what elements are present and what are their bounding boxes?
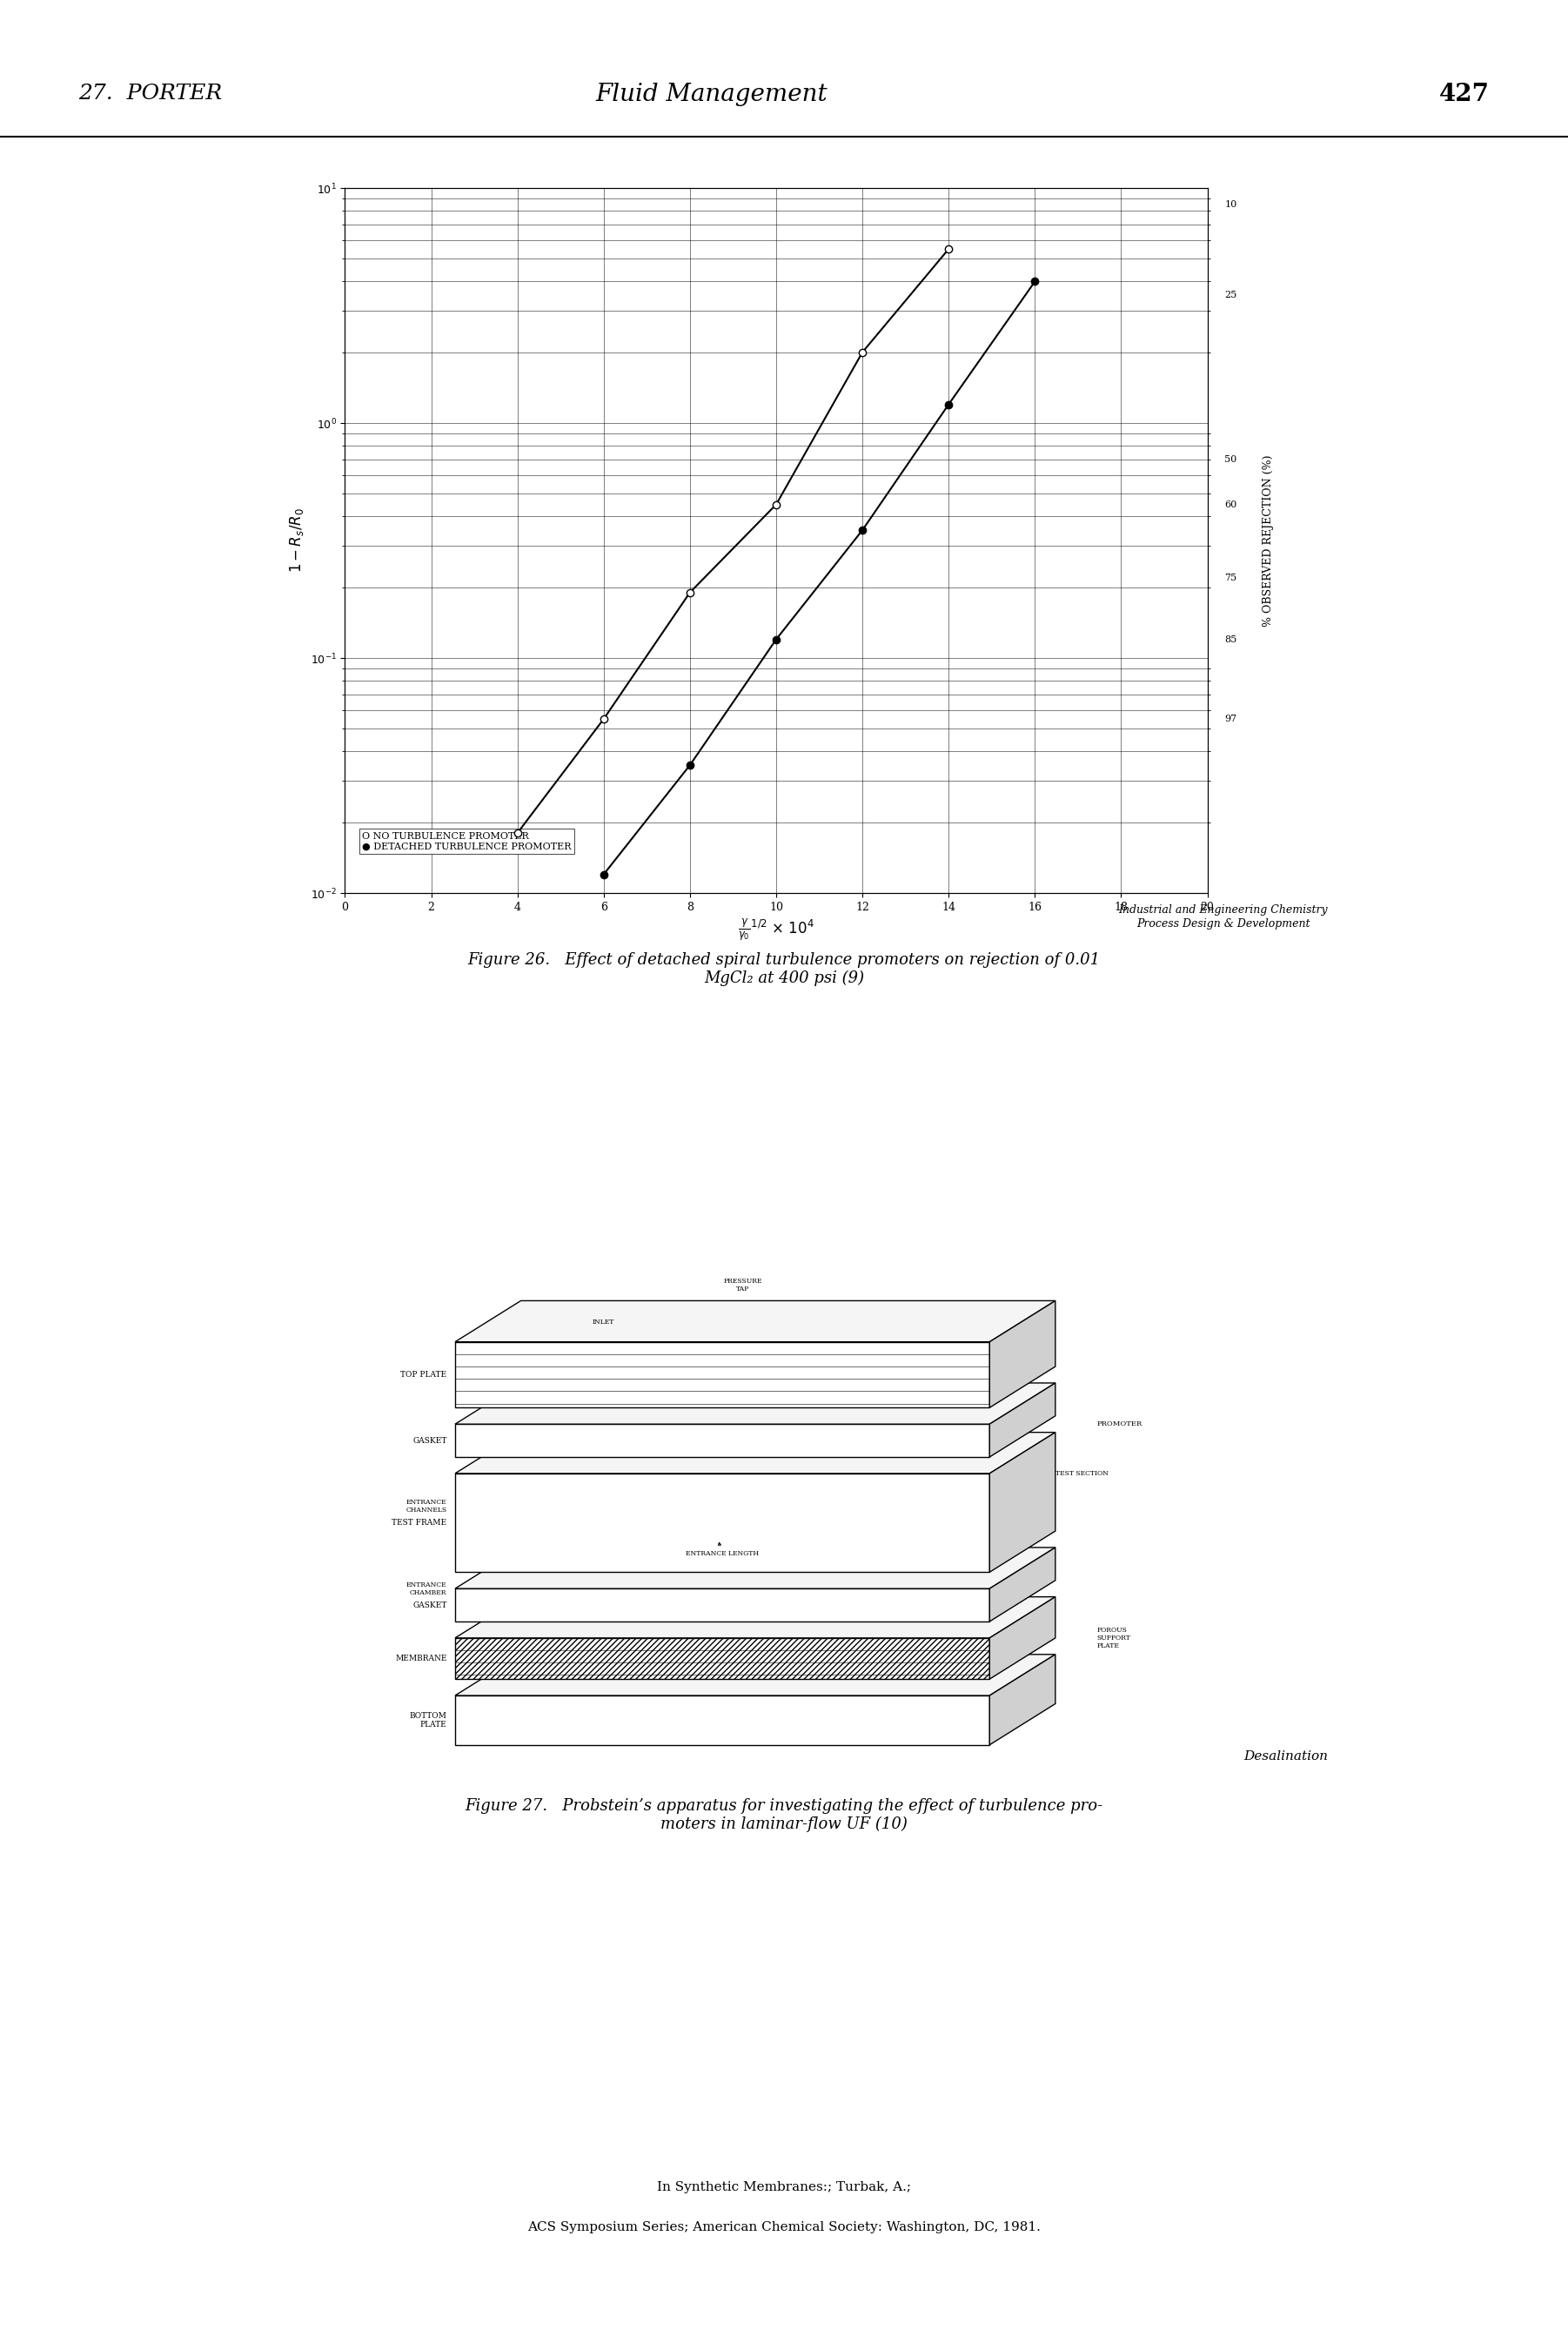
- Text: 25: 25: [1225, 291, 1237, 298]
- Y-axis label: $1 - R_s/R_0$: $1 - R_s/R_0$: [289, 508, 306, 573]
- Text: 427: 427: [1439, 82, 1490, 106]
- Text: BOTTOM
PLATE: BOTTOM PLATE: [409, 1711, 447, 1730]
- Text: 85: 85: [1225, 634, 1237, 644]
- Polygon shape: [455, 1424, 989, 1457]
- Polygon shape: [455, 1342, 989, 1408]
- Text: ENTRANCE
CHAMBER: ENTRANCE CHAMBER: [406, 1582, 447, 1596]
- Text: ENTRANCE
CHANNELS: ENTRANCE CHANNELS: [406, 1499, 447, 1513]
- Polygon shape: [455, 1549, 1055, 1589]
- Text: Figure 27.   Probstein’s apparatus for investigating the effect of turbulence pr: Figure 27. Probstein’s apparatus for inv…: [466, 1798, 1102, 1831]
- Polygon shape: [989, 1434, 1055, 1572]
- Text: 97: 97: [1225, 714, 1237, 724]
- Polygon shape: [455, 1382, 1055, 1424]
- Text: 10: 10: [1225, 200, 1237, 209]
- Text: 50: 50: [1225, 456, 1237, 463]
- Text: 75: 75: [1225, 573, 1237, 583]
- Text: GASKET: GASKET: [412, 1436, 447, 1445]
- Polygon shape: [455, 1598, 1055, 1638]
- Polygon shape: [989, 1654, 1055, 1744]
- Text: INLET: INLET: [593, 1318, 615, 1325]
- Y-axis label: % OBSERVED REJECTION (%): % OBSERVED REJECTION (%): [1262, 454, 1273, 627]
- Text: GASKET: GASKET: [412, 1600, 447, 1610]
- Text: ACS Symposium Series; American Chemical Society: Washington, DC, 1981.: ACS Symposium Series; American Chemical …: [527, 2221, 1041, 2232]
- Polygon shape: [455, 1300, 1055, 1342]
- Text: POROUS
SUPPORT
PLATE: POROUS SUPPORT PLATE: [1096, 1626, 1131, 1650]
- Text: O NO TURBULENCE PROMOTER
● DETACHED TURBULENCE PROMOTER: O NO TURBULENCE PROMOTER ● DETACHED TURB…: [362, 832, 571, 851]
- Text: In Synthetic Membranes:; Turbak, A.;: In Synthetic Membranes:; Turbak, A.;: [657, 2181, 911, 2193]
- Text: Industrial and Engineering Chemistry
Process Design & Development: Industrial and Engineering Chemistry Pro…: [1118, 905, 1328, 928]
- Text: Desalination: Desalination: [1243, 1751, 1328, 1762]
- Polygon shape: [455, 1589, 989, 1621]
- X-axis label: $\frac{\gamma}{\gamma_0}^{1/2}$ $\times$ $10^4$: $\frac{\gamma}{\gamma_0}^{1/2}$ $\times$…: [739, 916, 814, 942]
- Text: 27.  PORTER: 27. PORTER: [78, 85, 223, 103]
- Text: PRESSURE
TAP: PRESSURE TAP: [723, 1278, 762, 1293]
- Polygon shape: [989, 1549, 1055, 1622]
- Polygon shape: [989, 1598, 1055, 1678]
- Polygon shape: [989, 1382, 1055, 1457]
- Text: 60: 60: [1225, 501, 1237, 510]
- Text: ENTRANCE LENGTH: ENTRANCE LENGTH: [685, 1542, 759, 1558]
- Polygon shape: [455, 1697, 989, 1744]
- Text: Figure 26.   Effect of detached spiral turbulence promoters on rejection of 0.01: Figure 26. Effect of detached spiral tur…: [467, 952, 1101, 985]
- Text: Fluid Management: Fluid Management: [596, 82, 828, 106]
- Text: TEST SECTION: TEST SECTION: [1055, 1471, 1109, 1476]
- Polygon shape: [455, 1473, 989, 1572]
- Text: TOP PLATE: TOP PLATE: [401, 1370, 447, 1379]
- Polygon shape: [989, 1300, 1055, 1408]
- Polygon shape: [455, 1434, 1055, 1473]
- Text: TEST FRAME: TEST FRAME: [392, 1518, 447, 1528]
- Text: PROMOTER: PROMOTER: [1096, 1422, 1142, 1426]
- Polygon shape: [455, 1654, 1055, 1697]
- Text: MEMBRANE: MEMBRANE: [395, 1654, 447, 1661]
- Polygon shape: [455, 1638, 989, 1678]
